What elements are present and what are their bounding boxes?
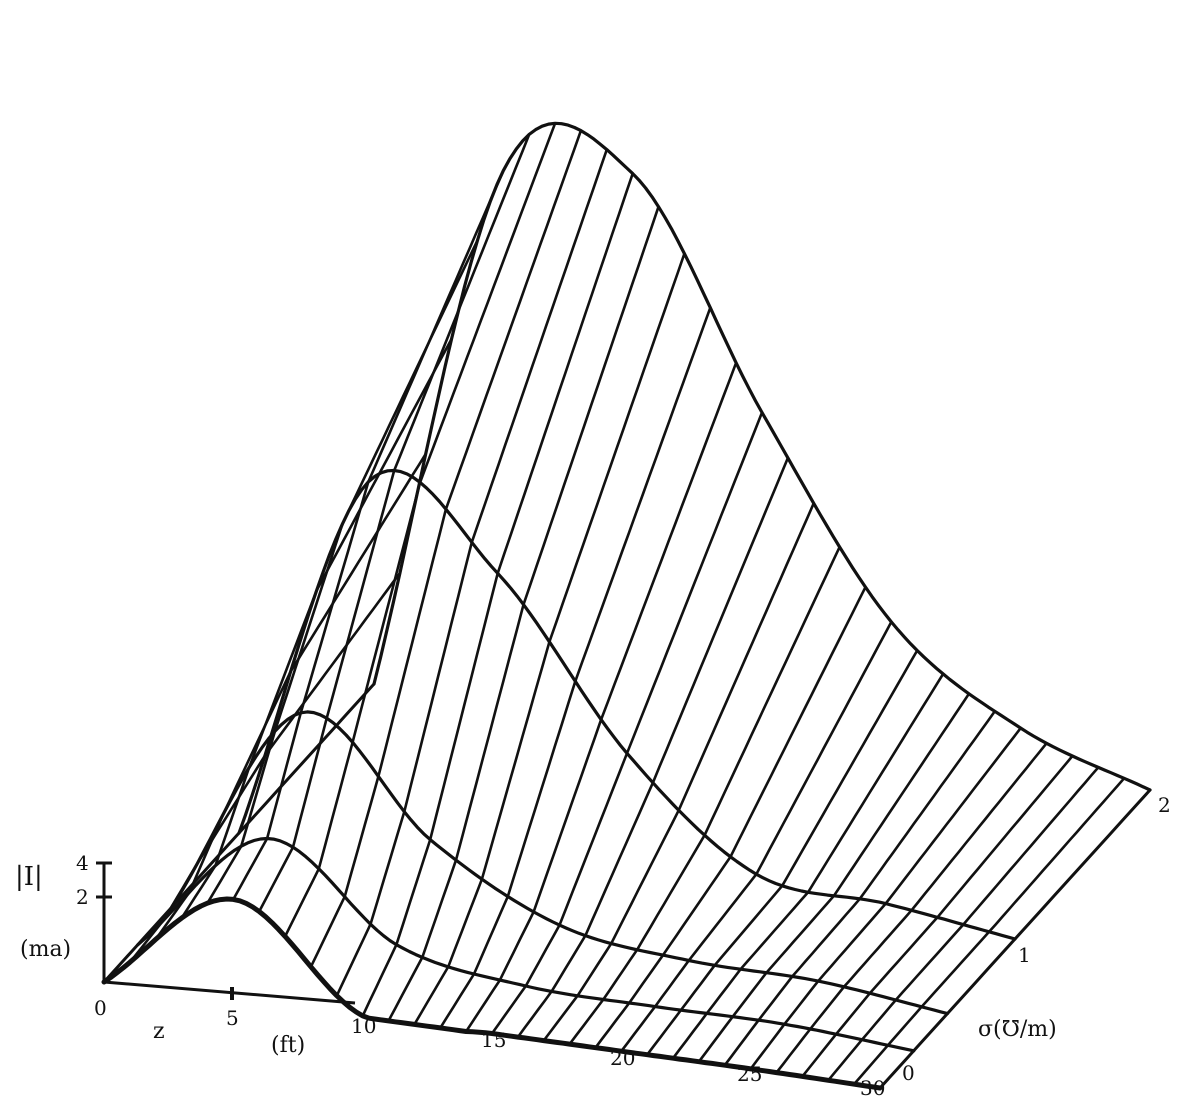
sigma-axis-label: σ(℧/m) xyxy=(978,1017,1057,1042)
z-tick-5: 5 xyxy=(226,1006,239,1030)
mesh-line-z-14 xyxy=(464,361,738,1033)
profile-curve-sigma-1 xyxy=(237,468,1017,941)
sigma-tick-1: 1 xyxy=(1018,943,1031,967)
i-axis-unit: (ma) xyxy=(20,937,71,962)
z-tick-30: 30 xyxy=(860,1076,885,1099)
sigma-tick-2: 2 xyxy=(1158,793,1171,817)
i-axis-label: |I| xyxy=(15,862,43,892)
z-tick-20: 20 xyxy=(610,1046,635,1070)
profile-curve-sigma-0 xyxy=(101,896,883,1091)
mesh-line-z-8 xyxy=(309,129,583,969)
z-tick-15: 15 xyxy=(481,1028,506,1052)
z-tick-0: 0 xyxy=(94,996,107,1020)
profile-curve-sigma-2 xyxy=(372,121,1152,792)
mesh-line-z-16 xyxy=(516,456,790,1039)
mesh-line-z-7 xyxy=(283,122,557,938)
mesh-line-z-11 xyxy=(387,205,660,1023)
edge-line-z-30 xyxy=(878,788,1152,1090)
profile-curve-sigma-0.5 xyxy=(169,710,950,1016)
mesh-line-z-24 xyxy=(723,710,997,1067)
mesh-line-z-5 xyxy=(232,169,505,901)
surface-mesh xyxy=(101,121,1152,1091)
mesh-line-z-6 xyxy=(257,133,531,913)
i-tick-2: 2 xyxy=(76,885,89,909)
mesh-line-z-23 xyxy=(697,692,971,1063)
i-tick-4: 4 xyxy=(76,851,89,875)
z-tick-25: 25 xyxy=(737,1062,762,1086)
axes xyxy=(96,861,356,1005)
z-axis-line xyxy=(103,980,356,1005)
z-tick-10: 10 xyxy=(351,1014,376,1038)
mesh-line-z-15 xyxy=(490,411,764,1035)
labels: |I| (ma) 4 2 z (ft) 0 5 10 15 20 25 30 0… xyxy=(15,793,1171,1099)
edge-line-z-0 xyxy=(102,682,376,984)
z-axis-unit: (ft) xyxy=(271,1033,305,1058)
mesh-line-z-13 xyxy=(439,306,712,1030)
sigma-tick-0: 0 xyxy=(902,1061,915,1085)
profile-curve-sigma-0.25 xyxy=(136,836,916,1053)
z-axis-label: z xyxy=(153,1019,165,1044)
mesh-line-z-19 xyxy=(594,585,867,1049)
